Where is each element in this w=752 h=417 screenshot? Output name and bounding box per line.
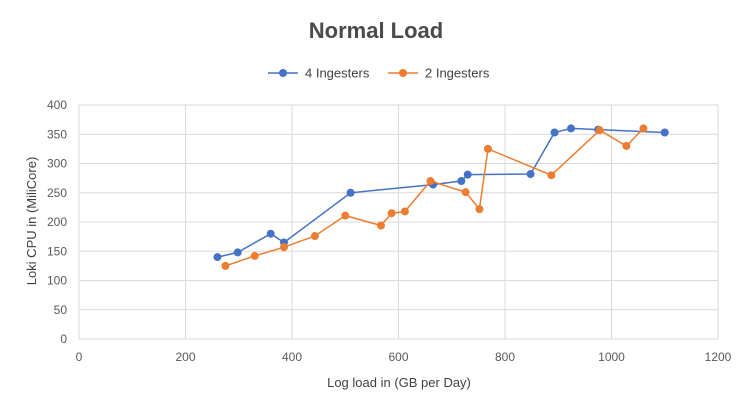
data-point-4-ingesters [526,170,535,179]
x-tick-label: 800 [495,350,515,364]
data-point-2-ingesters [547,171,556,180]
legend-marker [399,69,407,77]
series-2-ingesters [221,124,648,270]
y-axis-label: Loki CPU in (MiliCore) [24,157,39,286]
data-point-2-ingesters [483,144,492,153]
y-tick-label: 0 [60,332,67,346]
x-tick-label: 600 [388,350,408,364]
y-tick-label: 50 [54,303,68,317]
data-point-4-ingesters [660,128,669,137]
data-point-2-ingesters [461,188,470,197]
data-point-2-ingesters [376,221,385,230]
y-tick-label: 200 [47,215,67,229]
data-point-2-ingesters [475,205,484,214]
x-tick-label: 0 [76,350,83,364]
legend-item-2-ingesters: 2 Ingesters [388,66,490,81]
data-point-2-ingesters [310,232,319,241]
series-layer [213,124,669,270]
y-tick-label: 350 [47,127,67,141]
y-tick-label: 100 [47,274,67,288]
data-point-2-ingesters [341,211,350,220]
data-point-2-ingesters [221,261,230,270]
data-point-2-ingesters [595,126,604,135]
data-point-2-ingesters [400,207,409,216]
x-tick-label: 1000 [598,350,625,364]
data-point-2-ingesters [639,124,648,133]
y-tick-label: 400 [47,98,67,112]
data-point-2-ingesters [280,243,289,252]
data-point-4-ingesters [233,248,242,257]
legend-item-4-ingesters: 4 Ingesters [268,66,370,81]
x-tick-label: 200 [175,350,195,364]
grid [78,104,719,340]
legend-label: 4 Ingesters [305,66,370,81]
data-point-4-ingesters [266,229,275,238]
data-point-4-ingesters [346,188,355,197]
data-point-2-ingesters [387,209,396,218]
x-tick-label: 400 [282,350,302,364]
x-axis-ticks: 0 200 400 600 800 1000 1200 [76,350,732,364]
legend-marker [279,69,287,77]
chart-title: Normal Load [309,18,443,43]
data-point-4-ingesters [463,170,472,179]
data-point-2-ingesters [250,251,259,260]
series-line-2-ingesters [225,127,644,267]
legend-label: 2 Ingesters [425,66,490,81]
data-point-2-ingesters [622,141,631,150]
y-axis-ticks: 0 50 100 150 200 250 300 350 400 [47,98,67,346]
legend: 4 Ingesters 2 Ingesters [268,66,490,81]
data-point-2-ingesters [426,177,435,186]
data-point-4-ingesters [457,177,466,186]
y-tick-label: 300 [47,157,67,171]
data-point-4-ingesters [213,253,222,262]
x-tick-label: 1200 [705,350,732,364]
y-tick-label: 250 [47,186,67,200]
x-axis-label: Log load in (GB per Day) [327,375,471,390]
data-point-4-ingesters [550,128,559,137]
data-point-4-ingesters [567,124,576,133]
y-tick-label: 150 [47,244,67,258]
